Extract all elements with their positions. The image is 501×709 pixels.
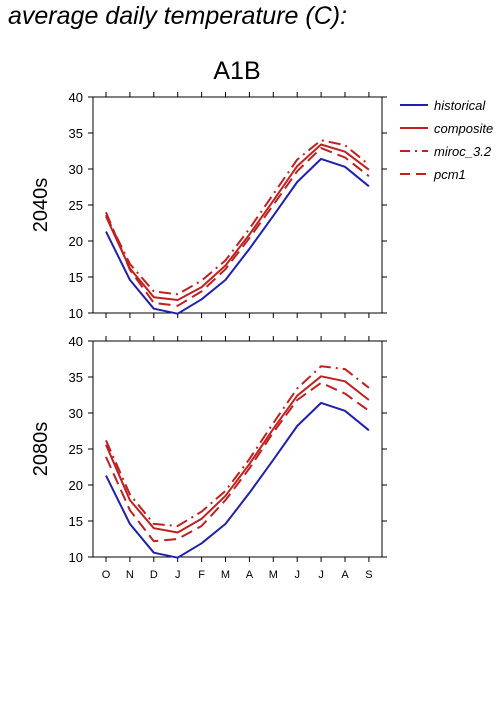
- y-tick-label: 40: [69, 90, 83, 105]
- legend-item: miroc_3.2: [400, 144, 492, 159]
- plot-frame: [92, 96, 383, 314]
- x-tick-label: A: [341, 569, 349, 581]
- x-tick-label: D: [150, 569, 158, 581]
- x-tick-label: M: [269, 569, 278, 581]
- series-line-composite: [105, 375, 370, 534]
- x-tick-label: J: [175, 569, 181, 581]
- x-tick-label: N: [126, 569, 134, 581]
- panel-label: 2040s: [30, 178, 52, 233]
- series-line-pcm1: [105, 381, 370, 543]
- y-tick-label: 35: [69, 370, 83, 385]
- x-tick-label: F: [198, 569, 205, 581]
- y-tick-label: 15: [69, 270, 83, 285]
- y-tick-label: 10: [69, 306, 83, 321]
- series-line-historical: [105, 157, 370, 315]
- x-tick-label: A: [246, 569, 254, 581]
- legend: historical composite miroc_3.2 pcm1: [400, 98, 493, 182]
- legend-label: composite: [434, 121, 493, 136]
- y-tick-label: 30: [69, 162, 83, 177]
- panel-label: 2080s: [30, 422, 52, 477]
- legend-item: historical: [400, 98, 486, 113]
- chart-title: A1B: [213, 57, 260, 85]
- series-line-composite: [105, 143, 370, 301]
- page-title: average daily temperature (C):: [8, 2, 348, 30]
- y-tick-label: 30: [69, 406, 83, 421]
- y-tick-label: 10: [69, 550, 83, 565]
- x-tick-label: J: [294, 569, 300, 581]
- y-tick-label: 35: [69, 126, 83, 141]
- legend-label: pcm1: [433, 167, 466, 182]
- series-line-miroc-3-2: [105, 139, 370, 296]
- legend-label: miroc_3.2: [434, 144, 492, 159]
- legend-item: pcm1: [400, 167, 466, 182]
- y-tick-label: 20: [69, 478, 83, 493]
- y-tick-label: 15: [69, 514, 83, 529]
- y-tick-label: 20: [69, 234, 83, 249]
- panel-2040s: 10 15 20 25 30 35 40 2040s: [30, 90, 387, 321]
- series-line-miroc-3-2: [105, 365, 370, 527]
- x-tick-label: O: [102, 569, 111, 581]
- series-line-pcm1: [105, 147, 370, 307]
- legend-label: historical: [434, 98, 486, 113]
- series-line-historical: [105, 401, 370, 559]
- x-tick-label: M: [221, 569, 230, 581]
- y-tick-label: 40: [69, 334, 83, 349]
- panel-2080s: 10 15 20 25 30 35 40 2080s: [30, 334, 387, 565]
- x-tick-label: S: [365, 569, 372, 581]
- y-tick-label: 25: [69, 442, 83, 457]
- legend-item: composite: [400, 121, 493, 136]
- plot-frame: [92, 340, 383, 558]
- y-tick-label: 25: [69, 198, 83, 213]
- x-tick-label: J: [318, 569, 324, 581]
